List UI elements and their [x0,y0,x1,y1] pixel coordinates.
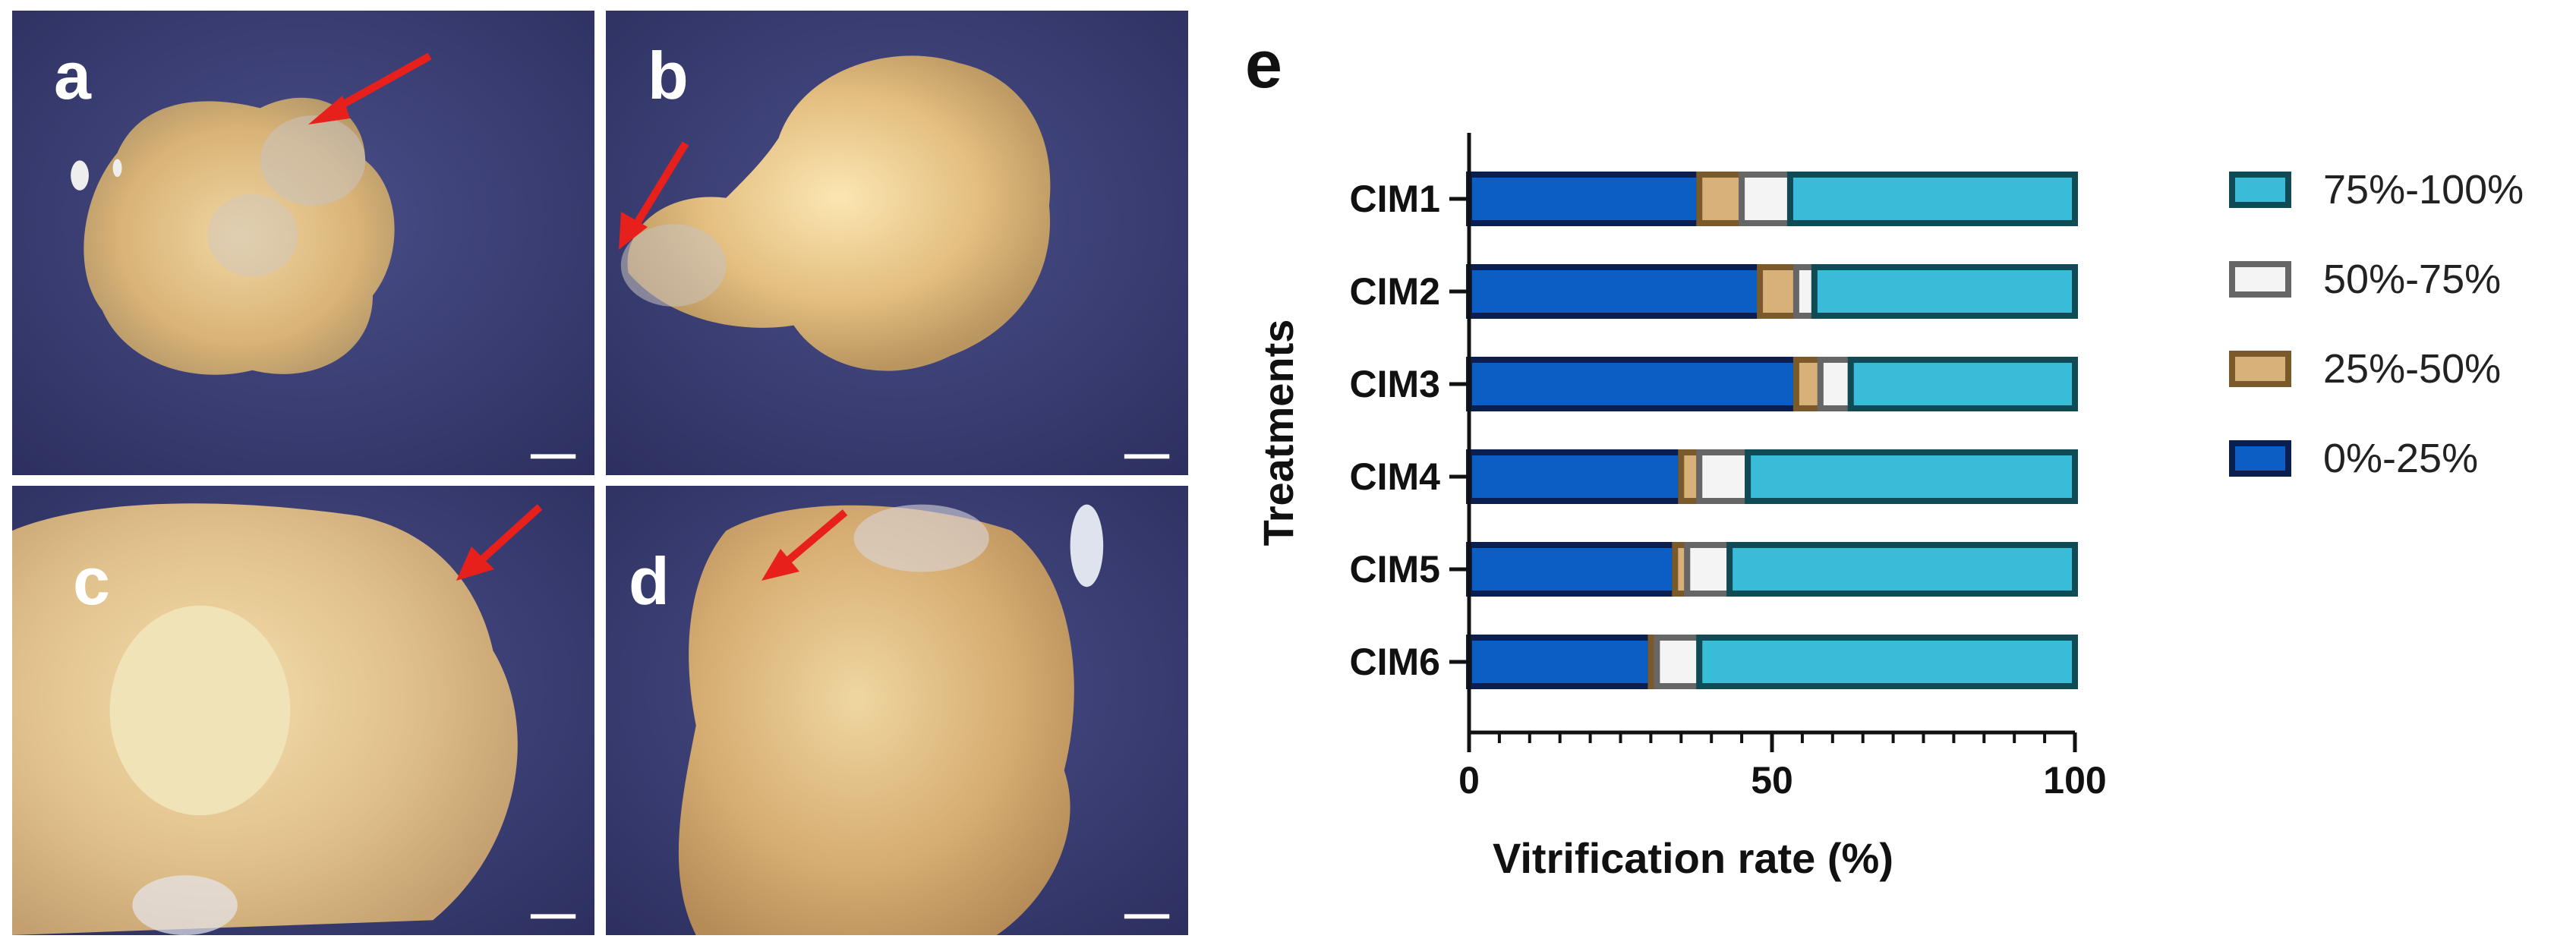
x-tick-label: 0 [1458,759,1480,802]
bar-cim4-series-2 [1696,449,1751,504]
callus-translucent [207,194,298,277]
chart-panel-letter: e [1245,27,1282,102]
speck [71,160,89,191]
photo-panel-a: a [9,8,597,478]
callus-shape [678,505,1074,935]
legend: 75%-100% 50%-75% 25%-50% 0%-25% [2229,167,2524,481]
callus-translucent [620,224,727,307]
bar-cim3-series-3 [1847,357,2078,411]
x-tick-label: 100 [2043,759,2106,802]
bar-cim1-series-1 [1696,172,1745,226]
photo-panel-c: c [9,483,597,938]
bar-cim1-series-0 [1466,172,1703,226]
y-axis-label: Treatments [1254,320,1302,547]
bar-cim6-series-0 [1466,635,1654,689]
callus-translucent [132,875,238,935]
bar-cim2-series-1 [1757,264,1799,319]
axes-layer: 0 50 100 CIM1 CIM2 CIM3 CIM4 CIM5 CIM6 [1350,133,2107,802]
y-tick-label-cim2: CIM2 [1350,270,1440,313]
bar-cim3-series-2 [1817,357,1854,411]
legend-swatch [2229,440,2291,477]
bar-cim3-series-0 [1466,357,1799,411]
bar-cim3-series-1 [1792,357,1824,411]
speck [1070,504,1104,587]
arrow-icon [761,509,848,581]
bar-cim2-series-0 [1466,264,1764,319]
bar-cim5-series-2 [1684,542,1733,597]
callus-shape [627,55,1051,371]
x-tick-label: 50 [1751,759,1793,802]
legend-swatch [2229,261,2291,298]
bar-cim6-series-3 [1696,635,2078,689]
bar-cim6-series-2 [1654,635,1703,689]
panel-letter-b: b [648,38,689,113]
bar-cim1-series-3 [1786,172,2078,226]
legend-label: 0%-25% [2323,436,2478,481]
legend-label: 25%-50% [2323,346,2501,392]
y-tick-label-cim3: CIM3 [1350,363,1440,405]
callus-translucent [260,115,366,206]
panel-letter-d: d [629,543,670,619]
panel-letter-a: a [54,38,91,113]
y-tick-label-cim1: CIM1 [1350,178,1440,220]
y-tick-label-cim5: CIM5 [1350,548,1440,591]
arrow-icon [456,504,543,581]
bar-cim4-series-3 [1745,449,2079,504]
legend-label: 75%-100% [2323,167,2524,213]
panel-letter-c: c [73,543,110,619]
arrow-icon [619,141,689,250]
arrow-icon [308,52,432,124]
chart-panel: e 0 50 100 CIM1 CIM2 CIM3 CIM4 CIM5 CIM6 Vitrifi… [1215,0,2576,945]
bar-cim2-series-3 [1811,264,2078,319]
bar-cim5-series-3 [1726,542,2078,597]
bars-layer [1466,172,2079,689]
callus-translucent [853,504,989,572]
y-tick-label-cim4: CIM4 [1350,455,1441,498]
legend-swatch [2229,351,2291,387]
photo-panel-b: b [603,8,1191,478]
bar-cim4-series-0 [1466,449,1685,504]
callus-core [109,605,291,816]
y-tick-label-cim6: CIM6 [1350,641,1440,683]
bar-cim1-series-2 [1739,172,1793,226]
photo-panel-d: d [603,483,1191,938]
speck [112,159,122,178]
legend-label: 50%-75% [2323,257,2501,302]
legend-swatch [2229,172,2291,208]
bar-cim5-series-0 [1466,542,1679,597]
x-axis-label: Vitrification rate (%) [1493,834,1893,882]
